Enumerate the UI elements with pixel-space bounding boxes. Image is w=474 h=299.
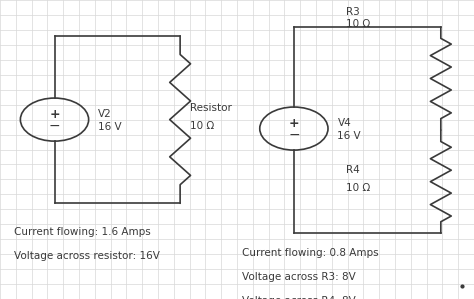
- Text: Current flowing: 0.8 Amps: Current flowing: 0.8 Amps: [242, 248, 378, 258]
- Text: Voltage across R3: 8V: Voltage across R3: 8V: [242, 272, 356, 282]
- Text: 10 Ω: 10 Ω: [190, 120, 214, 131]
- Text: Voltage across R4: 8V: Voltage across R4: 8V: [242, 296, 356, 299]
- Text: 16 V: 16 V: [98, 122, 122, 132]
- Text: 10 Ω: 10 Ω: [346, 19, 370, 29]
- Text: −: −: [288, 128, 300, 142]
- Text: +: +: [289, 117, 299, 130]
- Text: 16 V: 16 V: [337, 131, 361, 141]
- Text: Voltage across resistor: 16V: Voltage across resistor: 16V: [14, 251, 160, 261]
- Text: +: +: [49, 108, 60, 121]
- Text: V4: V4: [337, 118, 351, 128]
- Text: 10 Ω: 10 Ω: [346, 183, 370, 193]
- Text: R4: R4: [346, 165, 360, 175]
- Text: Resistor: Resistor: [190, 103, 231, 113]
- Text: V2: V2: [98, 109, 112, 119]
- Text: Current flowing: 1.6 Amps: Current flowing: 1.6 Amps: [14, 227, 151, 237]
- Text: −: −: [49, 119, 60, 133]
- Text: R3: R3: [346, 7, 360, 17]
